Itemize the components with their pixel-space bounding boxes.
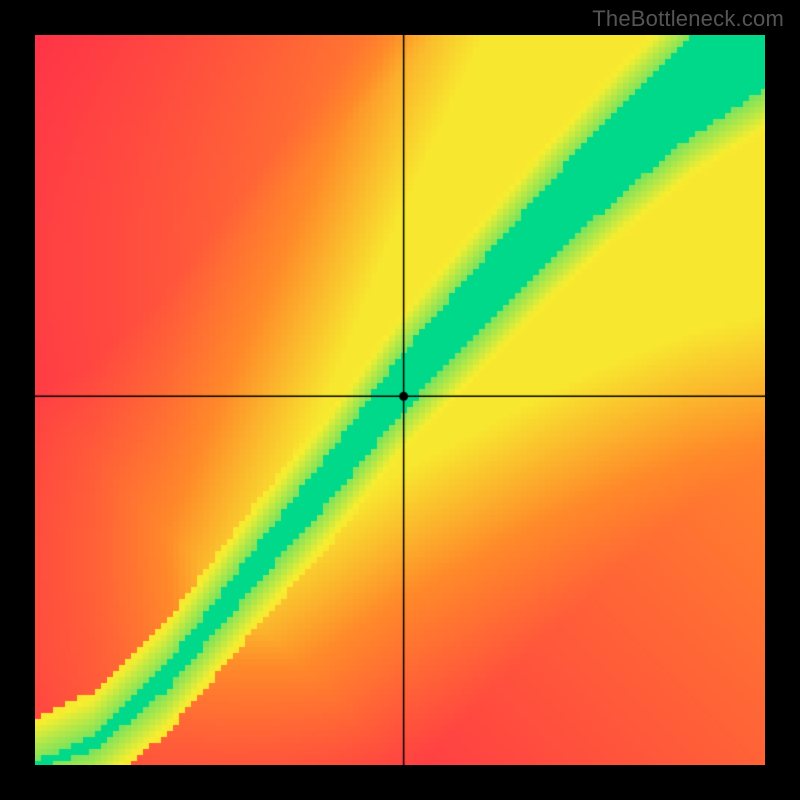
chart-container: TheBottleneck.com bbox=[0, 0, 800, 800]
watermark-text: TheBottleneck.com bbox=[592, 6, 784, 32]
plot-area bbox=[35, 35, 765, 765]
heatmap-canvas bbox=[35, 35, 765, 765]
